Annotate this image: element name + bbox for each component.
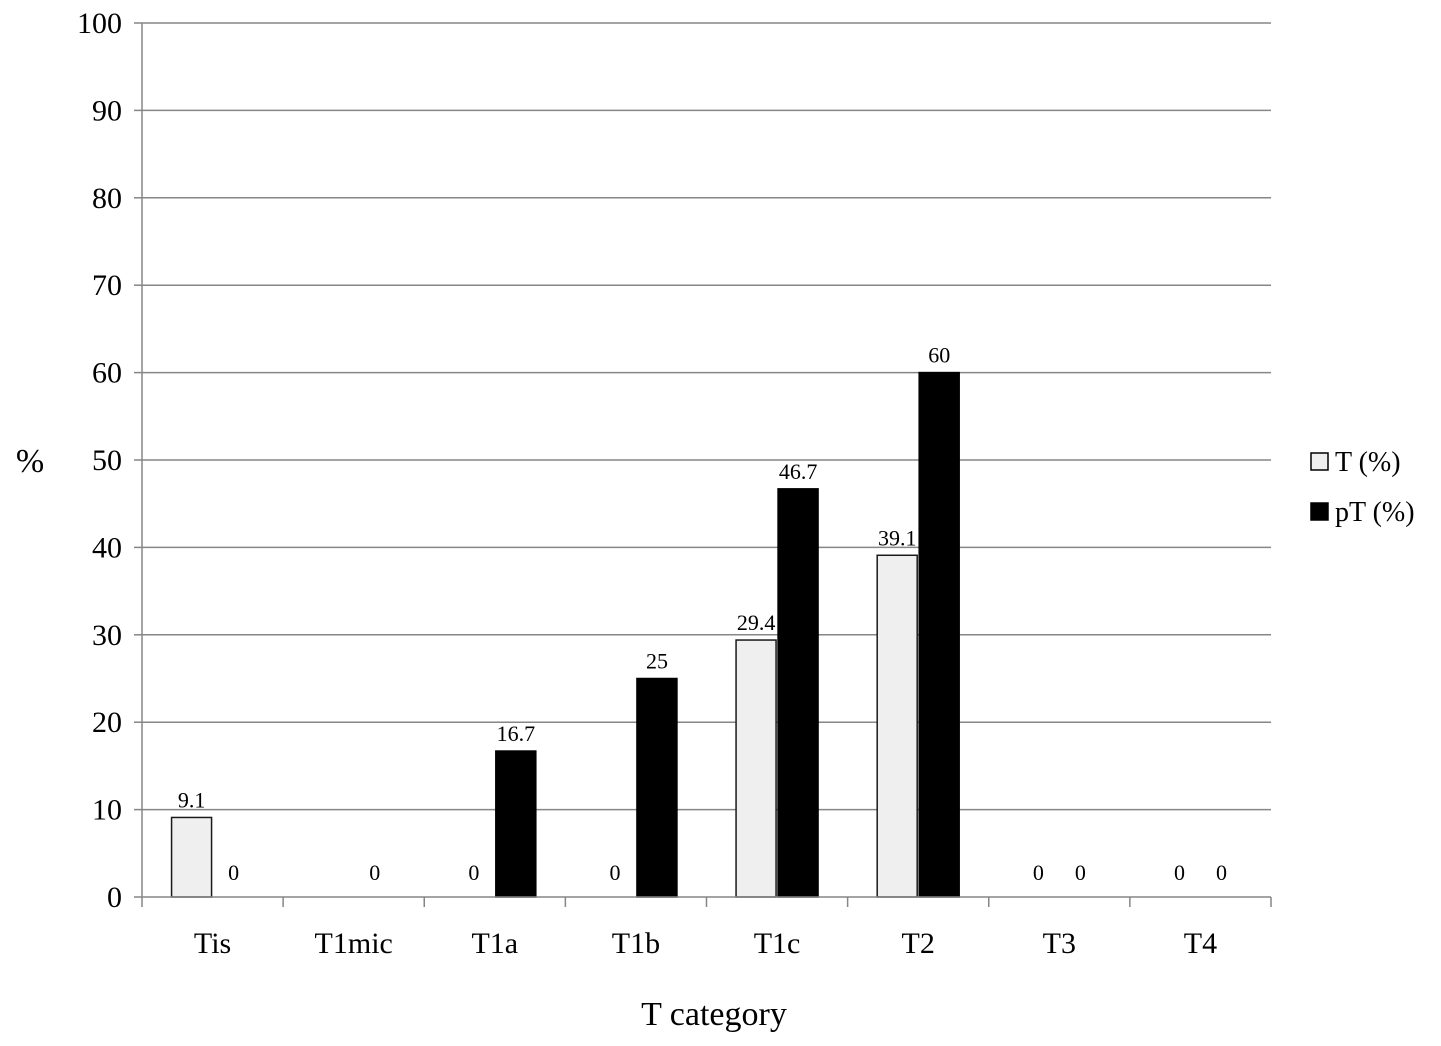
legend-label: T (%)	[1335, 447, 1401, 478]
legend-swatch	[1310, 502, 1329, 521]
x-axis-title: T category	[641, 996, 787, 1033]
y-tick-label: 10	[92, 794, 122, 827]
data-label: 60	[928, 343, 950, 368]
bar	[170, 816, 213, 898]
x-axis: Tis T1mic T1a T1b T1c T2 T3 T4	[141, 896, 1272, 960]
y-axis-ticks: 0 10 20 30 40 50 60 70 80 90 100	[77, 7, 143, 914]
data-label: 46.7	[779, 459, 818, 484]
x-tick-label: T4	[1184, 927, 1217, 960]
data-labels: 9.1 0 0 29.4 39.1 0 0 0 0 16.7 25 46.7 60 0 0	[178, 343, 1227, 885]
x-tick-label: T2	[902, 927, 935, 960]
bar	[636, 677, 678, 898]
y-tick-label: 90	[92, 94, 122, 127]
legend-label: pT (%)	[1335, 497, 1415, 528]
data-label: 29.4	[737, 610, 776, 635]
data-label: 0	[228, 860, 239, 885]
x-tick-label: T3	[1043, 927, 1076, 960]
y-tick-label: 100	[77, 7, 122, 40]
bar	[918, 371, 960, 898]
y-axis-title: %	[16, 443, 44, 480]
bar	[735, 639, 777, 898]
y-tick-label: 80	[92, 182, 122, 215]
y-tick-label: 60	[92, 357, 122, 390]
legend-swatch	[1310, 452, 1329, 471]
data-label: 25	[646, 649, 668, 674]
data-label: 0	[369, 860, 380, 885]
x-tick-label: T1b	[612, 927, 660, 960]
bars	[170, 371, 960, 898]
data-label: 0	[1174, 860, 1185, 885]
data-label: 16.7	[497, 721, 536, 746]
y-tick-label: 30	[92, 619, 122, 652]
data-label: 0	[1033, 860, 1044, 885]
y-tick-label: 0	[107, 881, 122, 914]
data-label: 9.1	[178, 787, 206, 812]
x-tick-label: Tis	[194, 927, 231, 960]
y-tick-label: 40	[92, 531, 122, 564]
data-label: 0	[1075, 860, 1086, 885]
y-tick-label: 50	[92, 444, 122, 477]
y-tick-label: 20	[92, 706, 122, 739]
x-tick-label: T1c	[754, 927, 801, 960]
data-label: 0	[1216, 860, 1227, 885]
data-label: 0	[609, 860, 620, 885]
x-tick-label: T1mic	[315, 927, 393, 960]
gridlines	[142, 22, 1271, 811]
bar	[777, 488, 819, 898]
legend: T (%) pT (%)	[1310, 447, 1415, 528]
y-tick-label: 70	[92, 269, 122, 302]
bar	[876, 554, 918, 898]
data-label: 39.1	[878, 525, 917, 550]
bar	[495, 750, 537, 898]
x-tick-label: T1a	[471, 927, 518, 960]
data-label: 0	[468, 860, 479, 885]
